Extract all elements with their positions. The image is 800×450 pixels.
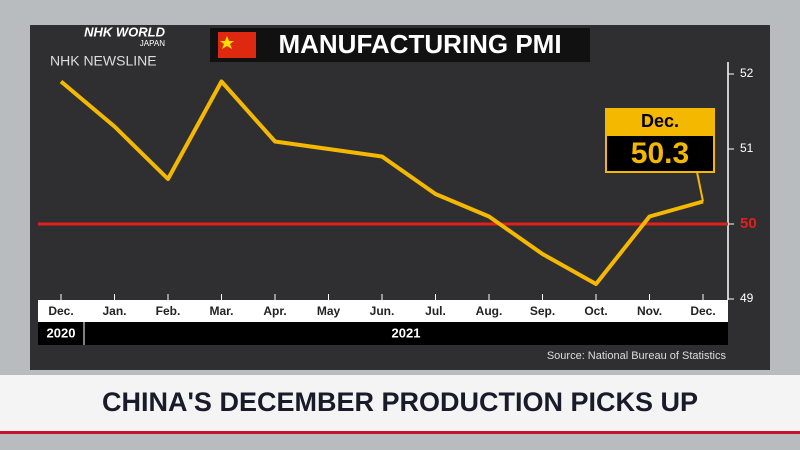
x-tick-label: Nov. [637, 304, 662, 318]
logo-sub: JAPAN [140, 39, 165, 48]
x-tick-label: Feb. [156, 304, 181, 318]
callout-header [605, 108, 715, 135]
callout-pointer [696, 171, 704, 202]
source: Source: National Bureau of Statistics [547, 350, 727, 362]
headline-bar [0, 375, 800, 431]
callout-value: 50.3 [631, 137, 689, 170]
month-band [38, 300, 728, 322]
year-label: 2021 [392, 325, 421, 340]
y-tick-label: 50 [740, 215, 757, 232]
chart-title: MANUFACTURING PMI [278, 29, 561, 59]
year-band [38, 322, 728, 345]
program-name: NHK NEWSLINE [50, 53, 157, 69]
x-tick-label: Jul. [425, 304, 446, 318]
x-tick-label: May [317, 304, 341, 318]
headline-rule [0, 431, 800, 434]
x-tick-label: Oct. [584, 304, 607, 318]
y-tick-label: 51 [740, 141, 754, 155]
pmi-line [59, 79, 704, 286]
x-tick-label: Apr. [263, 304, 286, 318]
x-tick-label: Dec. [48, 304, 73, 318]
y-tick-label: 49 [740, 291, 754, 305]
y-tick-label: 52 [740, 66, 754, 80]
headline: CHINA'S DECEMBER PRODUCTION PICKS UP [102, 387, 698, 417]
logo: NHK WORLD [84, 24, 165, 39]
title-box [210, 28, 590, 62]
flag-star [220, 36, 234, 49]
x-tick-label: Aug. [476, 304, 503, 318]
x-tick-label: Dec. [690, 304, 715, 318]
x-tick-label: Jan. [102, 304, 126, 318]
callout-month: Dec. [641, 111, 679, 131]
callout-box [605, 134, 715, 173]
x-tick-label: Mar. [209, 304, 233, 318]
x-tick-label: Sep. [530, 304, 555, 318]
year-label: 2020 [47, 325, 76, 340]
x-tick-label: Jun. [370, 304, 395, 318]
